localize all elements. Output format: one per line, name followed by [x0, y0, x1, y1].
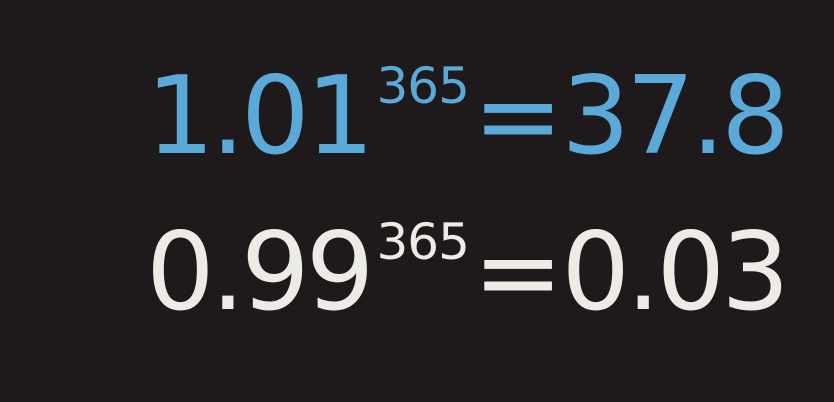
equation-base: 1.01	[146, 54, 374, 179]
equation-exponent: 365	[376, 57, 469, 115]
equation-base: 0.99	[146, 210, 374, 335]
equation-result: 0.03	[561, 210, 789, 335]
equals-sign: =	[472, 210, 563, 335]
growth-equation: 1.01 365 = 37.8	[146, 52, 790, 201]
equation-exponent: 365	[376, 213, 469, 271]
equation-result: 37.8	[561, 54, 789, 179]
equals-sign: =	[472, 54, 563, 179]
decline-equation: 0.99 365 = 0.03	[146, 208, 790, 357]
